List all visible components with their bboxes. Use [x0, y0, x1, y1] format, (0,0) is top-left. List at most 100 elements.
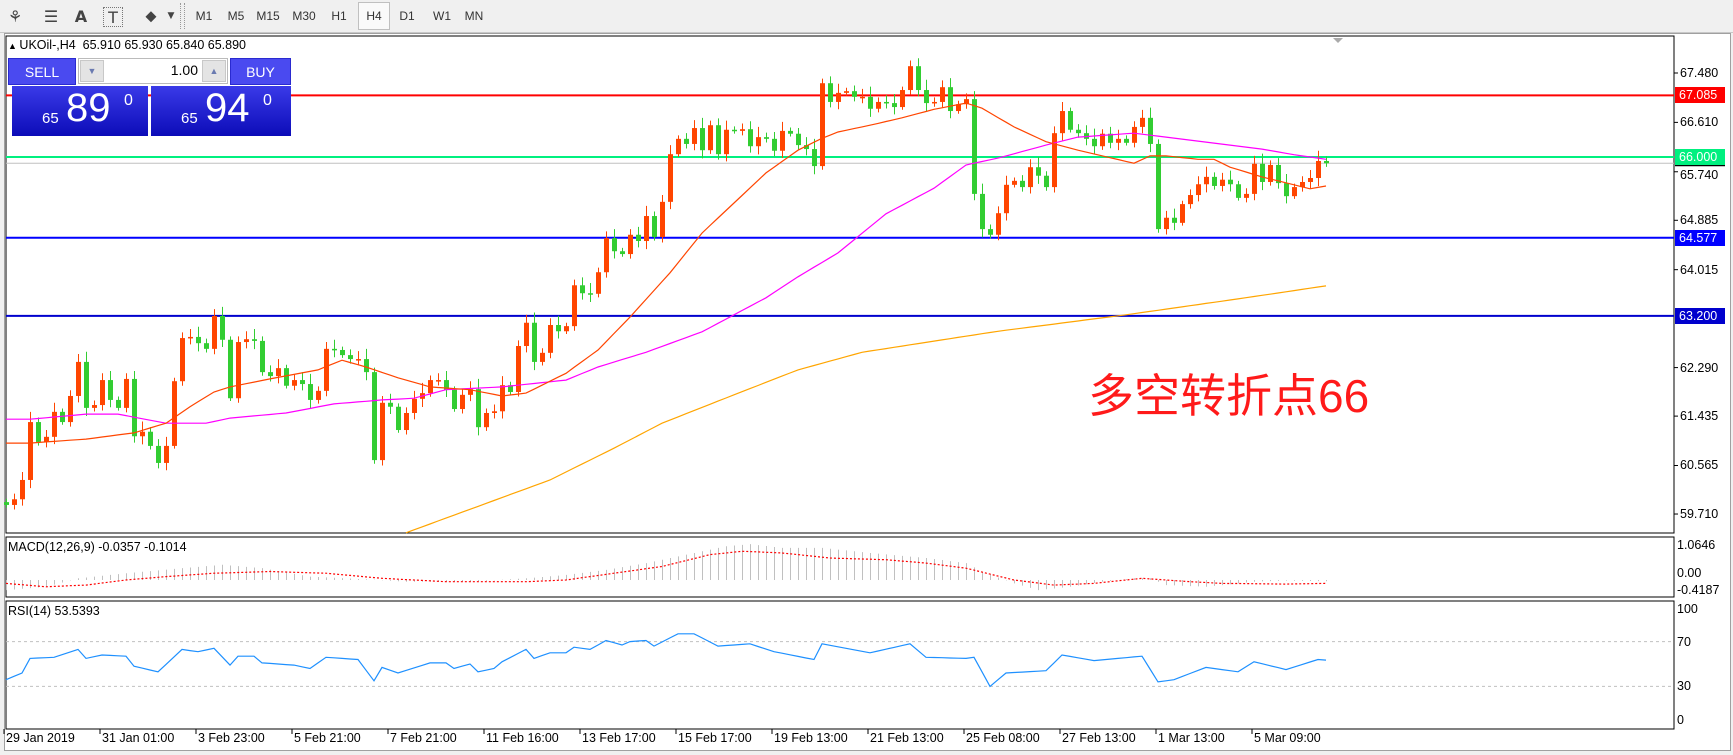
- candle-body: [764, 137, 769, 139]
- buy-button[interactable]: BUY: [230, 58, 291, 85]
- sell-button[interactable]: SELL: [8, 58, 76, 85]
- text-label-icon[interactable]: T: [103, 7, 123, 27]
- time-axis-label: 5 Mar 09:00: [1254, 731, 1321, 745]
- candle-body: [1324, 160, 1329, 164]
- dropdown-arrow-icon[interactable]: ▼: [167, 11, 175, 21]
- candle-body: [1100, 133, 1105, 147]
- toolbar-grip[interactable]: [184, 3, 187, 29]
- timeframe-d1-button[interactable]: D1: [399, 9, 415, 23]
- candle-body: [612, 238, 617, 252]
- candle-body: [1156, 143, 1161, 230]
- candle-body: [500, 385, 505, 412]
- candle-body: [212, 315, 217, 349]
- timeframe-h4-button[interactable]: H4: [358, 2, 390, 30]
- lot-increase-button[interactable]: ▲: [202, 60, 226, 82]
- candle-body: [940, 87, 945, 102]
- candle-body: [28, 422, 33, 480]
- timeframe-m1-button[interactable]: M1: [195, 9, 213, 23]
- candle-body: [1028, 167, 1033, 188]
- macd-signal-line: [5, 550, 1327, 588]
- candle-body: [1220, 179, 1225, 186]
- collapse-triangle-icon[interactable]: ▲: [8, 41, 20, 51]
- candle-body: [68, 395, 73, 423]
- candle-body: [740, 129, 745, 131]
- rsi-pane-frame: [5, 600, 1675, 730]
- time-axis-label: 15 Feb 17:00: [678, 731, 752, 745]
- timeframe-m15-button[interactable]: M15: [256, 9, 280, 23]
- candle-body: [508, 385, 513, 392]
- one-click-trading-panel: SELL ▼ 1.00 ▲ BUY 65 89 0 65 94 0: [8, 58, 291, 136]
- candle-body: [236, 342, 241, 399]
- candle-body: [1180, 204, 1185, 223]
- timeframe-mn-button[interactable]: MN: [464, 9, 484, 23]
- candle-body: [1060, 111, 1065, 134]
- lot-size-value[interactable]: 1.00: [170, 62, 198, 78]
- candle-body: [908, 66, 913, 91]
- chart-window[interactable]: [4, 33, 1731, 751]
- candle-body: [116, 399, 121, 408]
- candle-body: [1092, 138, 1097, 147]
- candle-body: [1140, 117, 1145, 127]
- text-icon[interactable]: A: [74, 6, 88, 26]
- candle-body: [676, 138, 681, 155]
- candle-body: [92, 405, 97, 408]
- chart-annotation-text[interactable]: 多空转折点66: [1088, 370, 1370, 422]
- buy-price-box[interactable]: 65 94 0: [151, 86, 291, 136]
- candle-body: [492, 411, 497, 413]
- candle-body: [164, 445, 169, 463]
- candle-body: [372, 372, 377, 461]
- arrows-icon[interactable]: ⬥: [145, 6, 157, 25]
- rsi-axis-label: 100: [1677, 602, 1698, 616]
- time-axis-label: 5 Feb 21:00: [294, 731, 361, 745]
- candle-body: [524, 322, 529, 347]
- candle-body: [364, 359, 369, 373]
- sell-price-box[interactable]: 65 89 0: [12, 86, 148, 136]
- chart-shift-marker-icon: [1333, 38, 1343, 43]
- candle-body: [756, 137, 761, 147]
- timeframe-w1-button[interactable]: W1: [433, 9, 451, 23]
- candle-body: [60, 411, 65, 423]
- candle-body: [84, 361, 89, 408]
- candle-body: [988, 229, 993, 235]
- candle-body: [572, 285, 577, 327]
- candle-body: [36, 422, 41, 442]
- candle-body: [196, 336, 201, 344]
- candle-body: [948, 87, 953, 112]
- time-axis-label: 29 Jan 2019: [6, 731, 75, 745]
- candle-body: [580, 285, 585, 294]
- price-axis-label: 61.435: [1680, 409, 1719, 424]
- lot-decrease-button[interactable]: ▼: [80, 60, 104, 82]
- candle-body: [724, 129, 729, 155]
- sell-price-point: 0: [124, 92, 133, 109]
- candle-body: [324, 348, 329, 391]
- timeframe-m30-button[interactable]: M30: [292, 9, 316, 23]
- candle-body: [852, 91, 857, 97]
- fibonacci-fan-icon[interactable]: ☰: [43, 6, 59, 26]
- timeframe-m5-button[interactable]: M5: [227, 9, 245, 23]
- candle-body: [1004, 184, 1009, 214]
- lot-size-field[interactable]: ▼ 1.00 ▲: [78, 58, 228, 84]
- price-axis-label: 60.565: [1680, 458, 1719, 473]
- candle-body: [684, 138, 689, 144]
- candle-body: [108, 380, 113, 400]
- candle-body: [204, 343, 209, 349]
- time-axis-label: 21 Feb 13:00: [870, 731, 944, 745]
- time-axis-label: 11 Feb 16:00: [486, 731, 559, 745]
- candle-body: [788, 130, 793, 134]
- candle-body: [772, 138, 777, 151]
- ohlc-legend: UKOil-,H4 65.910 65.930 65.840 65.890: [19, 38, 246, 52]
- candle-body: [1204, 176, 1209, 185]
- candle-body: [652, 216, 657, 238]
- buy-price-big: 94: [205, 86, 250, 130]
- candle-body: [148, 431, 153, 446]
- candle-body: [884, 101, 889, 104]
- candle-body: [1132, 126, 1137, 143]
- macd-axis-label: 0.00: [1677, 566, 1702, 580]
- candle-body: [172, 381, 177, 446]
- rsi-legend: RSI(14) 53.5393: [8, 604, 100, 618]
- timeframe-h1-button[interactable]: H1: [331, 9, 347, 23]
- elliott-wave-icon[interactable]: ⚘: [7, 6, 23, 26]
- candle-body: [284, 368, 289, 386]
- candle-body: [972, 99, 977, 194]
